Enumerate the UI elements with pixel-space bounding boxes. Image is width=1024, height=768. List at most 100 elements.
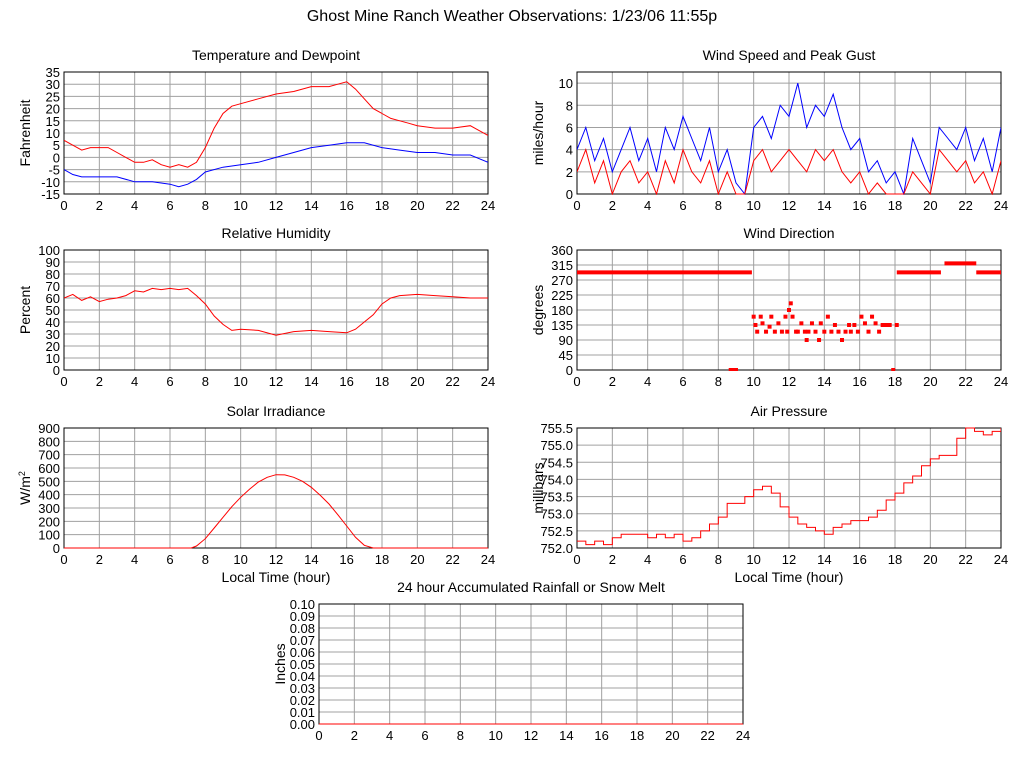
x-tick-label: 2 [96,374,103,389]
series-line [577,427,1001,546]
series-line [64,81,488,168]
plot-frame [576,71,1002,195]
x-tick-label: 2 [351,728,358,743]
direction-point [887,323,892,327]
y-tick-label: 0.04 [290,669,315,684]
y-axis-label: miles/hour [530,100,546,165]
x-tick-label: 12 [782,374,796,389]
direction-point [776,321,781,326]
direction-point [829,329,834,334]
chart-title: 24 hour Accumulated Rainfall or Snow Mel… [397,579,665,595]
x-tick-label: 2 [96,552,103,567]
series-line [64,142,488,188]
direction-point [847,323,852,327]
y-tick-label: 754.5 [540,455,573,470]
y-tick-label: 10 [559,76,573,91]
direction-point [866,329,871,334]
x-tick-label: 22 [958,374,972,389]
y-tick-label: 0.02 [290,693,315,708]
x-tick-label: 14 [817,552,831,567]
x-tick-label: 14 [304,552,318,567]
series-line [577,148,1001,195]
series-line [577,82,1001,195]
y-tick-label: 40 [46,315,60,330]
plot-frame [576,249,1002,371]
y-axis-label: Inches [272,643,288,684]
x-tick-label: 18 [888,198,902,213]
y-tick-label: 0.03 [290,681,315,696]
y-tick-label: 0.05 [290,657,315,672]
x-tick-label: 16 [852,552,866,567]
y-tick-label: 500 [38,474,60,489]
x-tick-label: 10 [233,374,247,389]
y-tick-label: 0.00 [290,717,315,732]
direction-point [843,329,848,334]
x-tick-label: 12 [524,728,538,743]
x-tick-label: 4 [131,374,138,389]
direction-point [848,329,853,334]
direction-point [832,323,837,327]
x-tick-label: 24 [481,552,495,567]
direction-point [785,329,790,334]
direction-point [822,329,827,334]
direction-point [799,321,804,326]
x-tick-label: 14 [304,198,318,213]
direction-point [804,338,809,342]
y-axis-label: W/m2 [17,471,33,505]
y-tick-label: 0 [53,541,60,556]
y-tick-label: 90 [46,255,60,270]
direction-point [779,329,784,334]
x-tick-label: 10 [746,552,760,567]
direction-point [855,329,860,334]
x-tick-label: 18 [375,552,389,567]
y-tick-label: 0.01 [290,705,315,720]
y-tick-label: 6 [566,120,573,135]
y-tick-label: 755.5 [540,421,573,436]
series-group [577,427,1001,546]
direction-point [877,329,882,334]
series-group [64,81,488,188]
x-tick-label: 4 [386,728,393,743]
y-tick-label: 5 [53,138,60,153]
y-tick-label: 0.07 [290,633,315,648]
y-tick-label: -15 [41,187,60,202]
plot-frame [63,71,489,195]
x-tick-label: 0 [573,374,580,389]
x-tick-label: 22 [700,728,714,743]
y-tick-label: 0.06 [290,645,315,660]
y-tick-label: 225 [551,288,573,303]
y-tick-label: 600 [38,461,60,476]
x-tick-label: 10 [233,552,247,567]
y-tick-label: 900 [38,421,60,436]
x-axis-label: Local Time (hour) [222,569,331,585]
y-tick-label: 0 [53,150,60,165]
x-tick-label: 4 [131,198,138,213]
direction-point [802,329,807,334]
chart-rain: 0.000.010.020.030.040.050.060.070.080.09… [272,579,750,743]
x-tick-label: 18 [888,552,902,567]
x-tick-label: 8 [715,374,722,389]
y-tick-label: 20 [46,102,60,117]
x-tick-label: 20 [665,728,679,743]
plot-frame [576,427,1002,549]
x-tick-label: 20 [923,552,937,567]
y-tick-label: 25 [46,89,60,104]
y-tick-label: 800 [38,434,60,449]
x-tick-label: 14 [817,374,831,389]
y-tick-label: 4 [566,143,573,158]
x-tick-label: 10 [746,374,760,389]
x-tick-label: 12 [782,198,796,213]
x-tick-label: 24 [481,198,495,213]
y-tick-label: -10 [41,175,60,190]
x-tick-label: 0 [60,374,67,389]
x-tick-label: 8 [202,552,209,567]
x-tick-label: 6 [679,552,686,567]
series-group [577,261,1001,371]
direction-point [873,321,878,326]
direction-point [788,301,793,306]
y-tick-label: 8 [566,98,573,113]
